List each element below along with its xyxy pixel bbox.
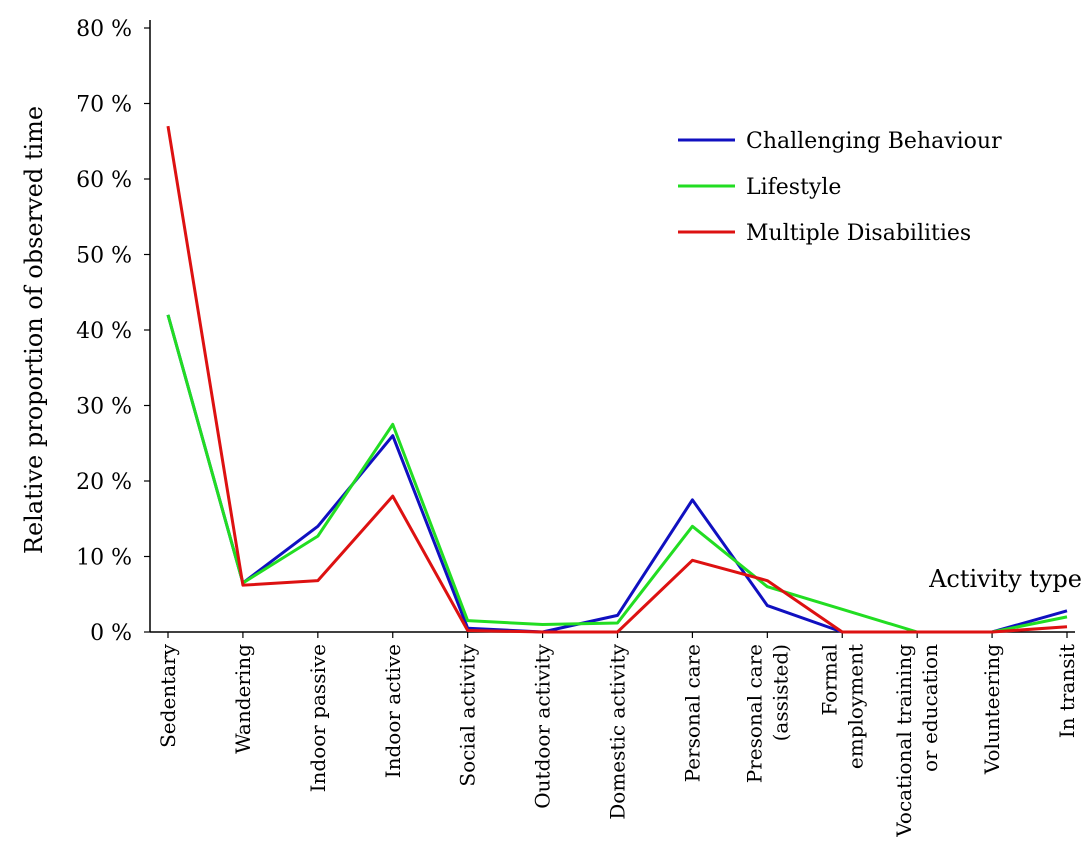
x-tick-label: Social activity [456,643,480,786]
legend: Challenging Behaviour Lifestyle Multiple D… [678,129,1002,246]
y-axis-title: Relative proportion of observed time [20,106,48,554]
x-tick-label: Domestic activity [606,643,630,819]
x-axis: Sedentary Wandering Indoor passive Indoor a… [150,631,1079,838]
x-tick-label: Personal care [680,644,704,782]
legend-label: Lifestyle [746,175,841,200]
x-axis-title: Activity type [928,565,1082,593]
y-tick-label: 80 % [76,17,132,42]
y-tick-label: 40 % [76,319,132,344]
y-tick-label: 30 % [76,395,132,420]
x-tick-label: In transit [1055,644,1079,738]
x-tick-label: (assisted) [768,644,792,741]
y-tick-label: 60 % [76,168,132,193]
series-lines [166,125,1068,634]
x-tick-label: employment [843,644,867,769]
x-tick-label: Sedentary [156,643,180,748]
x-tick-label: Presonal care [742,644,766,783]
x-tick-label: or education [918,644,942,772]
legend-label: Challenging Behaviour [746,129,1002,154]
y-axis: 0 % 10 % 20 % 30 % 40 % 50 % 60 % 70 % 80 % [76,17,151,646]
legend-label: Multiple Disabilities [746,221,971,246]
y-tick-label: 10 % [76,546,132,571]
x-tick-label: Formal [817,644,841,716]
x-tick-label: Indoor passive [306,644,330,792]
x-tick-label: Volunteering [980,644,1004,775]
y-tick-label: 20 % [76,470,132,495]
y-tick-label: 0 % [90,621,132,646]
x-tick-label: Outdoor activity [531,643,555,808]
y-tick-label: 50 % [76,244,132,269]
x-tick-label: Vocational training [892,644,916,838]
series-line-multiple-disabilities [166,125,1068,634]
y-tick-label: 70 % [76,93,132,118]
x-tick-label: Indoor active [381,644,405,778]
x-tick-label: Wandering [231,644,255,754]
